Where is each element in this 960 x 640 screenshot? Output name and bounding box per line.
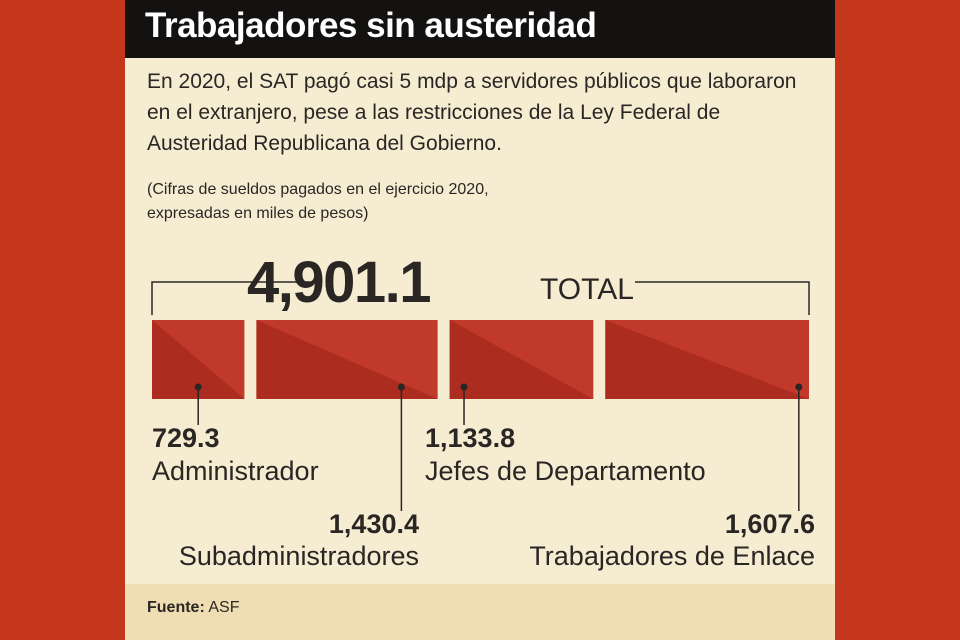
leader-lines — [194, 383, 803, 511]
footer: Fuente: ASF — [125, 584, 835, 640]
value-label-1: 729.3 — [152, 423, 220, 453]
category-label-2: Subadministradores — [179, 541, 419, 571]
bar-1-shade — [152, 320, 245, 399]
bar-3-shade — [449, 320, 594, 399]
value-label-3: 1,133.8 — [425, 423, 515, 453]
intro-text: En 2020, el SAT pagó casi 5 mdp a servid… — [147, 70, 797, 155]
total-bracket — [151, 281, 810, 315]
bars — [152, 320, 809, 399]
category-label-3: Jefes de Departamento — [425, 456, 706, 486]
bar-2-shade — [256, 320, 438, 399]
leader-dot-3 — [460, 383, 468, 391]
source-note: Fuente: ASF — [147, 599, 239, 617]
title-bar: Trabajadores sin austeridad — [125, 0, 835, 58]
category-label-1: Administrador — [152, 456, 319, 486]
bracket-right — [635, 281, 810, 315]
value-label-2: 1,430.4 — [329, 509, 419, 539]
total-label: TOTAL — [540, 273, 634, 306]
infographic-panel: Trabajadores sin austeridad En 2020, el … — [125, 0, 835, 640]
value-label-4: 1,607.6 — [725, 509, 815, 539]
leader-dot-2 — [397, 383, 405, 391]
bracket-left — [151, 281, 321, 315]
leader-dot-1 — [194, 383, 202, 391]
source-label: Fuente: — [147, 599, 205, 616]
total-value: 4,901.1 — [247, 250, 430, 315]
bar-4-shade — [605, 320, 809, 399]
source-value: ASF — [208, 599, 240, 616]
leader-dot-4 — [795, 383, 803, 391]
units-note-line-2: expresadas en miles de pesos) — [147, 205, 369, 222]
category-label-4: Trabajadores de Enlace — [529, 541, 815, 571]
chart-title: Trabajadores sin austeridad — [145, 6, 597, 45]
units-note-line-1: (Cifras de sueldos pagados en el ejercic… — [147, 181, 489, 198]
units-note: (Cifras de sueldos pagados en el ejercic… — [147, 178, 747, 226]
